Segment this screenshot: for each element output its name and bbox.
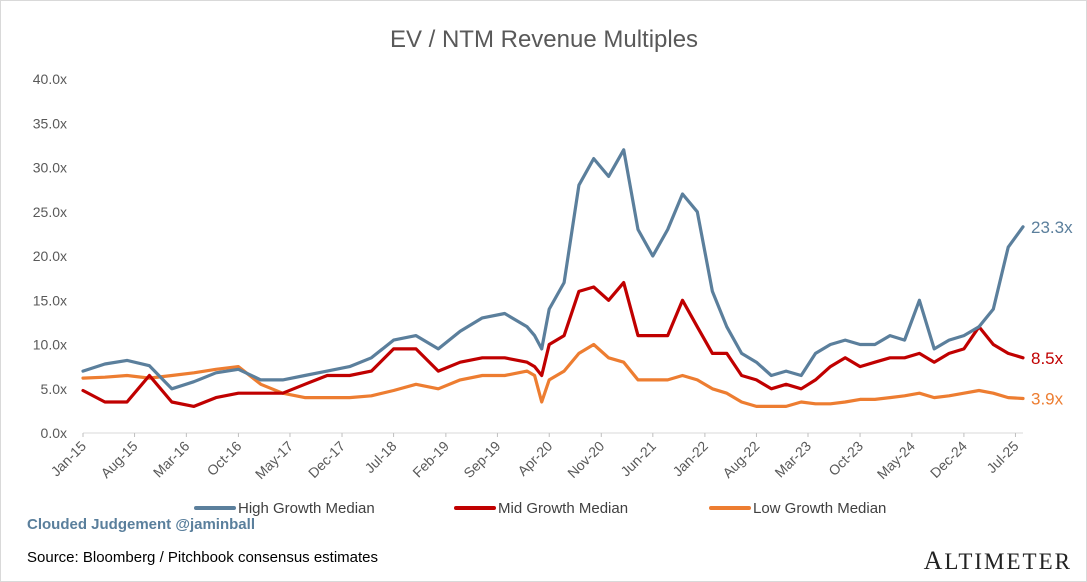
y-tick-label: 30.0x [33,160,67,176]
y-tick-label: 20.0x [33,248,67,264]
y-tick-label: 0.0x [41,425,67,441]
legend: High Growth Median Mid Growth Median Low G… [194,500,886,517]
x-tick-label: Aug-22 [719,438,762,481]
y-tick-label: 15.0x [33,292,67,308]
logo-initial: A [923,546,945,575]
x-tick-label: Dec-17 [305,438,348,481]
y-axis: 0.0x 5.0x 10.0x 15.0x 20.0x 25.0x 30.0x 35.0x 40… [33,71,67,441]
low-growth-median-line [81,342,1025,408]
y-tick-label: 25.0x [33,204,67,220]
y-tick-label: 10.0x [33,337,67,353]
y-tick-label: 35.0x [33,115,67,131]
x-tick-label: Oct-16 [204,438,245,479]
x-tick-label: Aug-15 [97,438,140,481]
watermark: Clouded Judgement @jaminball [27,516,255,533]
source-note: Source: Bloomberg / Pitchbook consensus … [27,549,379,566]
x-tick-label: Feb-19 [409,438,452,481]
end-label: 23.3x [1031,218,1073,237]
end-label: 8.5x [1031,349,1064,368]
altimeter-logo: ALTIMETER [924,546,1072,576]
x-tick-label: Jun-21 [617,438,659,480]
series-layer [81,148,1025,408]
mid-growth-median-line [81,281,1025,408]
y-tick-label: 5.0x [41,381,67,397]
x-tick-label: Sep-19 [460,438,503,481]
x-tick-label: Jul-25 [983,438,1021,476]
x-tick-label: May-24 [874,438,918,482]
chart-title: EV / NTM Revenue Multiples [390,26,698,53]
x-tick-label: Mar-23 [771,438,814,481]
y-tick-label: 40.0x [33,71,67,87]
legend-label: High Growth Median [238,500,375,517]
legend-label: Low Growth Median [753,500,886,517]
x-tick-label: Oct-23 [825,438,866,479]
x-tick-label: Mar-16 [150,438,193,481]
x-tick-label: Apr-20 [514,438,555,479]
end-label: 3.9x [1031,389,1064,408]
x-tick-label: May-17 [252,438,296,482]
x-tick-label: Jan-15 [48,438,90,480]
legend-label: Mid Growth Median [498,500,628,517]
x-tick-label: Jan-22 [669,438,711,480]
high-growth-median-line [81,148,1025,391]
x-tick-label: Jul-18 [361,438,399,476]
logo-rest: LTIMETER [944,549,1072,574]
x-tick-label: Dec-24 [927,438,970,481]
end-labels: 23.3x 8.5x 3.9x [1031,218,1073,409]
x-axis: Jan-15 Aug-15 Mar-16 Oct-16 May-17 Dec-17 Jul-… [48,432,1023,482]
x-tick-label: Nov-20 [564,438,607,481]
